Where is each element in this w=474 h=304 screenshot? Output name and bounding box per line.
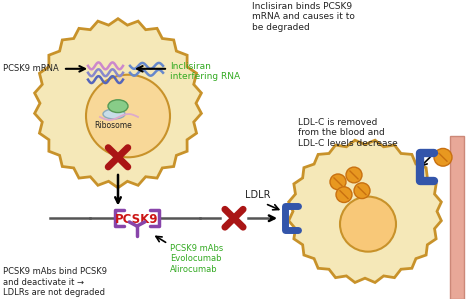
Circle shape [346,167,362,183]
Text: PCSK9 mAbs
Evolocumab
Alirocumab: PCSK9 mAbs Evolocumab Alirocumab [170,244,223,274]
Text: LDL-C is removed
from the blood and
LDL-C levels decrease: LDL-C is removed from the blood and LDL-… [298,118,398,148]
Ellipse shape [103,109,125,119]
Circle shape [434,148,452,166]
Text: Ribosome: Ribosome [94,121,132,130]
Text: PCSK9: PCSK9 [115,213,159,226]
Circle shape [354,183,370,199]
Text: Inclisiran binds PCSK9
mRNA and causes it to
be degraded: Inclisiran binds PCSK9 mRNA and causes i… [252,2,355,32]
Circle shape [336,187,352,202]
Ellipse shape [108,100,128,112]
FancyBboxPatch shape [450,136,464,299]
Polygon shape [35,19,201,188]
Polygon shape [289,140,441,282]
Text: PCSK9 mRNA: PCSK9 mRNA [3,64,59,73]
Circle shape [340,197,396,252]
Text: PCSK9 mAbs bind PCSK9
and deactivate it →
LDLRs are not degraded: PCSK9 mAbs bind PCSK9 and deactivate it … [3,268,107,297]
Circle shape [86,75,170,157]
Circle shape [330,174,346,190]
Text: Inclisiran
interfering RNA: Inclisiran interfering RNA [170,62,240,81]
Text: LDLR: LDLR [245,190,271,200]
